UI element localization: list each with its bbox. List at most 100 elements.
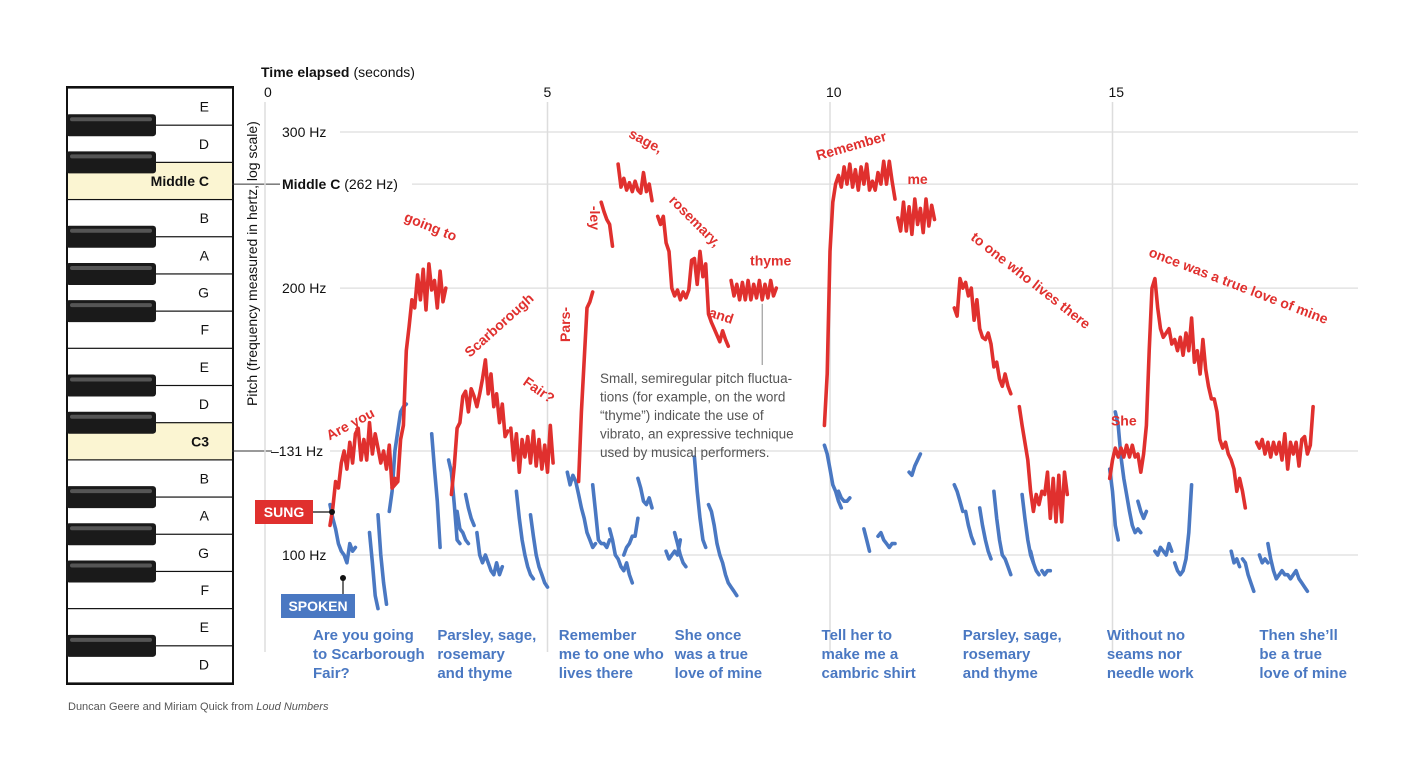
black-key-shine <box>70 377 152 382</box>
annotation-line: used by musical performers. <box>600 445 770 460</box>
sung-word-label: Scarborough <box>461 290 536 360</box>
sung-segment <box>655 214 731 348</box>
black-key-shine <box>70 228 152 233</box>
spoken-segment <box>367 530 380 611</box>
key-label: B <box>200 210 209 226</box>
spoken-segment <box>636 476 654 510</box>
lyric-line: Tell her to <box>822 627 893 644</box>
key-label: F <box>200 322 209 338</box>
lyric-line: seams nor <box>1107 646 1182 663</box>
lyric-line: Then she’ll <box>1259 627 1337 644</box>
key-label: E <box>200 99 209 115</box>
y-tick-label: Middle C (262 Hz) <box>282 176 398 192</box>
sung-word-label: Fair? <box>520 373 557 406</box>
black-key-shine <box>70 414 152 419</box>
spoken-segment <box>1172 483 1194 577</box>
sung-legend-label: SUNG <box>264 504 305 520</box>
sung-word-label: to one who lives there <box>968 229 1094 332</box>
sung-word-label: sage, <box>626 125 665 156</box>
x-tick-label: 5 <box>544 84 552 100</box>
credit-source: Loud Numbers <box>256 701 329 713</box>
sung-segment <box>1017 404 1070 524</box>
sung-segment <box>896 197 937 237</box>
sung-segment <box>449 358 510 497</box>
lyric-line: She once <box>675 627 742 644</box>
annotation-line: tions (for example, on the word <box>600 390 785 405</box>
annotation-line: vibrato, an expressive technique <box>600 427 794 442</box>
black-key-shine <box>70 265 152 270</box>
sung-segment <box>328 420 397 528</box>
black-key-shine <box>70 563 152 568</box>
lyric-line: cambric shirt <box>822 665 916 682</box>
legend: SUNG SPOKEN <box>255 500 355 618</box>
x-axis-title: Time elapsed (seconds) <box>261 64 415 80</box>
lyric-line: Parsley, sage, <box>437 627 536 644</box>
spoken-segment <box>622 516 640 557</box>
spoken-segment <box>463 492 476 528</box>
sung-word-label: me <box>907 171 927 187</box>
sung-series <box>328 159 1315 528</box>
spoken-segment <box>977 506 993 561</box>
y-tick-main: Middle C <box>282 176 340 192</box>
spoken-segment <box>1107 467 1120 542</box>
spoken-segment <box>455 509 471 546</box>
sung-segment <box>576 290 595 484</box>
spoken-legend-dot <box>340 575 346 581</box>
black-key-shine <box>70 526 152 531</box>
sung-word-label: Pars- <box>557 307 573 342</box>
lyric-block: Remember me to one who lives there <box>559 627 664 682</box>
spoken-legend-label: SPOKEN <box>288 598 347 614</box>
y-tick-label: 100 Hz <box>282 547 326 563</box>
sung-word-label: -ley <box>587 206 603 230</box>
y-tick-label: 200 Hz <box>282 280 326 296</box>
spoken-segment <box>1229 549 1242 569</box>
sung-word-label: She <box>1111 412 1137 428</box>
x-axis-title-units: (seconds) <box>353 64 414 80</box>
black-key-shine <box>70 154 152 159</box>
x-tick-label: 0 <box>264 84 272 100</box>
spoken-segment <box>328 502 358 565</box>
spoken-segment <box>429 432 442 550</box>
spoken-segment <box>963 509 976 546</box>
y-axis: 300 Hz Middle C (262 Hz) 200 Hz –131 Hz 100 … <box>271 124 398 563</box>
sung-word-label: going to <box>402 209 459 245</box>
lyric-line: Without no <box>1107 627 1185 644</box>
spoken-segment <box>528 513 550 589</box>
sung-segment <box>509 423 555 474</box>
sung-segment <box>390 262 448 490</box>
lyric-block: Are you going to Scarborough Fair? <box>313 627 425 682</box>
sung-segment <box>729 278 779 302</box>
spoken-segment <box>862 527 872 553</box>
key-label: G <box>198 545 209 561</box>
key-label: D <box>199 136 209 152</box>
spoken-segment <box>822 443 844 510</box>
lyric-line: was a true <box>674 646 748 663</box>
lyric-line: needle work <box>1107 665 1194 682</box>
sung-legend-dot <box>329 509 335 515</box>
spoken-segment <box>692 455 708 550</box>
piano-keyboard: E D Middle C B A G F E D C3 B A G F E D <box>66 86 234 685</box>
key-label: D <box>199 656 209 672</box>
sung-segment <box>599 200 615 248</box>
lyric-block: Then she’ll be a true love of mine <box>1259 627 1347 682</box>
y-axis-title: Pitch (frequency measured in hertz, log … <box>244 121 260 406</box>
spoken-segment <box>475 530 505 577</box>
black-key-shine <box>70 303 152 308</box>
sung-segment <box>616 162 654 203</box>
vibrato-annotation: Small, semiregular pitch fluctua-tions (… <box>600 303 794 460</box>
spoken-segment <box>672 530 688 569</box>
spoken-segment <box>514 489 536 581</box>
lyric-line: be a true <box>1259 646 1322 663</box>
sung-segment <box>822 159 897 428</box>
sung-segment <box>1107 276 1248 510</box>
spoken-segment <box>876 530 897 550</box>
y-tick-label: –131 Hz <box>271 443 323 459</box>
y-tick-suffix: (262 Hz) <box>340 176 398 192</box>
credit-line: Duncan Geere and Miriam Quick from Loud … <box>68 701 329 713</box>
spoken-segment <box>565 470 598 550</box>
spoken-segment <box>1040 568 1053 577</box>
spoken-segment <box>376 513 389 606</box>
lyric-line: Are you going <box>313 627 414 644</box>
key-label: E <box>200 619 209 635</box>
spoken-segment <box>1153 541 1174 557</box>
